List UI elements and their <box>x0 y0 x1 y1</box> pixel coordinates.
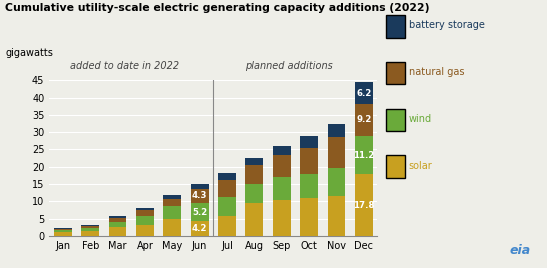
Text: battery storage: battery storage <box>409 20 485 31</box>
Bar <box>109 227 126 236</box>
Bar <box>328 196 345 236</box>
Text: added to date in 2022: added to date in 2022 <box>70 61 179 71</box>
Text: 4.3: 4.3 <box>192 191 207 200</box>
Bar <box>328 124 345 137</box>
Bar <box>355 136 373 174</box>
Bar <box>355 104 373 136</box>
Bar <box>218 197 236 216</box>
Bar <box>109 216 126 218</box>
Bar <box>218 173 236 180</box>
Text: 6.2: 6.2 <box>356 89 371 98</box>
Bar <box>328 137 345 169</box>
Bar <box>54 230 72 232</box>
Bar <box>82 226 99 228</box>
Bar <box>109 218 126 222</box>
Bar <box>300 148 318 174</box>
Bar <box>191 203 208 221</box>
Bar <box>164 195 181 199</box>
Bar <box>54 228 72 229</box>
Bar <box>82 228 99 231</box>
Text: 17.8: 17.8 <box>353 200 375 210</box>
Bar <box>355 83 373 104</box>
Bar <box>273 155 290 177</box>
Bar <box>273 177 290 200</box>
Bar <box>191 221 208 236</box>
Bar <box>164 199 181 206</box>
Bar <box>136 207 154 210</box>
Bar <box>54 229 72 230</box>
Bar <box>300 198 318 236</box>
Bar <box>82 225 99 226</box>
Bar <box>54 232 72 236</box>
Bar <box>300 136 318 148</box>
Bar <box>246 203 263 236</box>
Text: 4.2: 4.2 <box>192 224 207 233</box>
Text: solar: solar <box>409 161 432 171</box>
Text: gigawatts: gigawatts <box>5 48 54 58</box>
Bar <box>246 184 263 203</box>
Bar <box>218 216 236 236</box>
Bar <box>82 231 99 236</box>
Bar <box>355 174 373 236</box>
Bar <box>109 222 126 227</box>
Text: eia: eia <box>509 244 531 257</box>
Text: Cumulative utility-scale electric generating capacity additions (2022): Cumulative utility-scale electric genera… <box>5 3 430 13</box>
Bar <box>136 225 154 236</box>
Bar <box>136 210 154 216</box>
Text: natural gas: natural gas <box>409 67 464 77</box>
Bar <box>273 146 290 155</box>
Text: 11.2: 11.2 <box>353 151 375 159</box>
Bar <box>273 200 290 236</box>
Bar <box>328 169 345 196</box>
Text: wind: wind <box>409 114 432 124</box>
Bar <box>164 219 181 236</box>
Bar <box>136 216 154 225</box>
Text: 9.2: 9.2 <box>356 115 371 124</box>
Text: 5.2: 5.2 <box>192 208 207 217</box>
Bar <box>191 184 208 188</box>
Text: planned additions: planned additions <box>245 61 333 71</box>
Bar <box>191 188 208 203</box>
Bar <box>218 180 236 197</box>
Bar <box>300 174 318 198</box>
Bar <box>246 165 263 184</box>
Bar <box>246 158 263 165</box>
Bar <box>164 206 181 219</box>
